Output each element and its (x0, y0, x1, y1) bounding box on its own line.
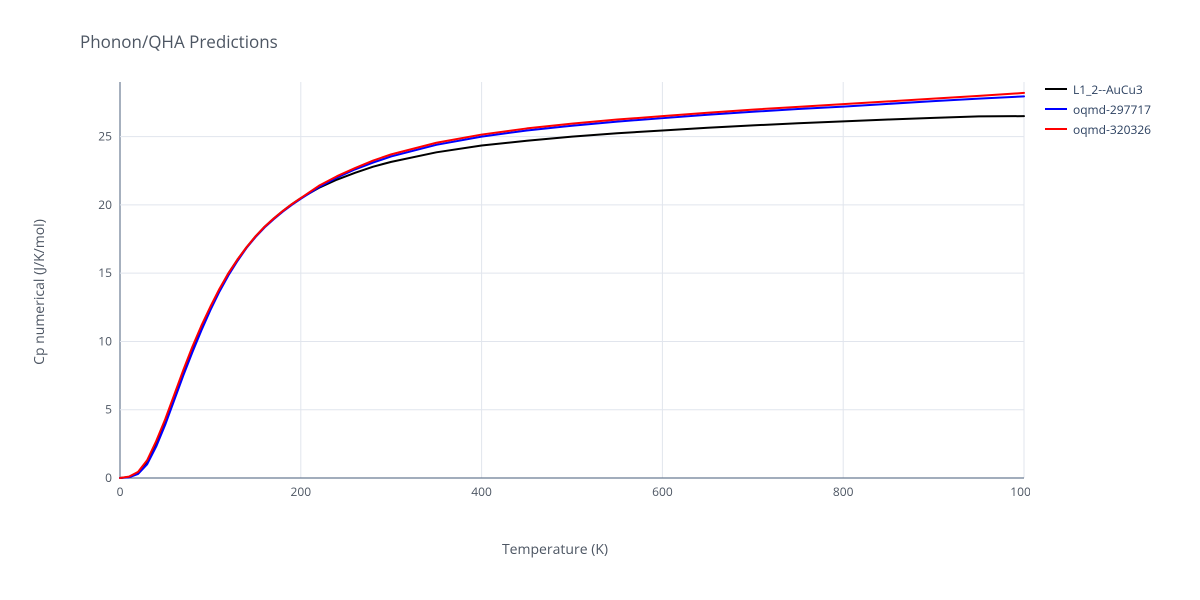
plot-area: 0 200 400 600 800 1000 0 5 10 15 20 25 (80, 72, 1030, 512)
y-tick-label: 25 (98, 128, 112, 145)
y-tick-label: 0 (105, 469, 112, 486)
legend-item[interactable]: oqmd-297717 (1045, 100, 1151, 118)
x-tick-label: 800 (833, 483, 854, 500)
x-tick-label: 0 (117, 483, 124, 500)
y-tick-label: 5 (105, 401, 112, 418)
y-axis-label: Cp numerical (J/K/mol) (30, 72, 49, 512)
legend-swatch (1045, 108, 1067, 110)
y-tick-label: 15 (98, 264, 112, 281)
legend-label: oqmd-297717 (1073, 101, 1151, 118)
chart-title: Phonon/QHA Predictions (80, 30, 278, 53)
x-tick-label: 400 (471, 483, 492, 500)
x-tick-label: 600 (652, 483, 673, 500)
chart-svg: 0 200 400 600 800 1000 0 5 10 15 20 25 (80, 72, 1030, 512)
series-line (120, 93, 1024, 478)
legend-swatch (1045, 128, 1067, 130)
legend-label: oqmd-320326 (1073, 121, 1151, 138)
y-tick-label: 20 (98, 196, 112, 213)
x-tick-label: 200 (291, 483, 312, 500)
legend-swatch (1045, 88, 1067, 90)
legend: L1_2--AuCu3 oqmd-297717 oqmd-320326 (1045, 80, 1151, 140)
x-axis-label: Temperature (K) (80, 540, 1030, 559)
legend-item[interactable]: oqmd-320326 (1045, 120, 1151, 138)
y-tick-label: 10 (98, 332, 112, 349)
legend-label: L1_2--AuCu3 (1073, 81, 1143, 98)
series-line (120, 96, 1024, 478)
series-line (120, 116, 1024, 478)
legend-item[interactable]: L1_2--AuCu3 (1045, 80, 1151, 98)
x-tick-label: 1000 (1010, 483, 1030, 500)
